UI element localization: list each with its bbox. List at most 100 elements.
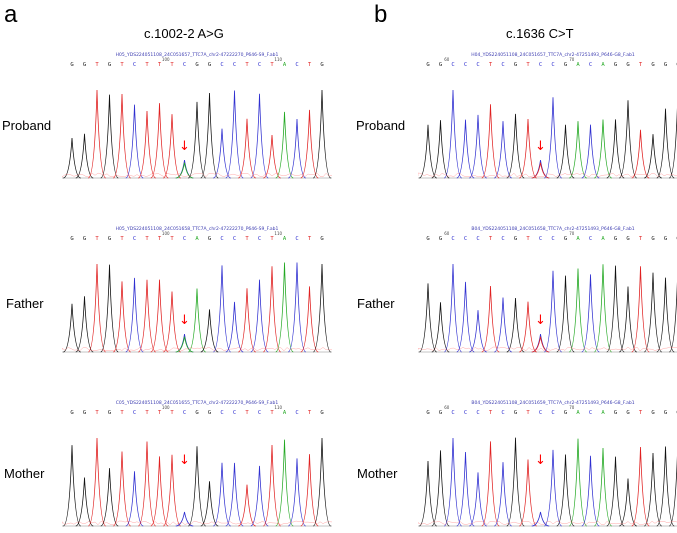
trace-file-name: B04_YDS224051108_24C051658_TTC7A_chr2-47… xyxy=(471,226,634,232)
base-call: G xyxy=(70,62,73,68)
base-call: T xyxy=(145,236,149,242)
base-call: G xyxy=(664,62,667,68)
chromatogram-peak xyxy=(88,89,106,179)
base-call: T xyxy=(308,410,312,416)
base-call: G xyxy=(614,236,617,242)
trace-file-name: H05_YDS224051108_24C051658_TTC7A_chr2-47… xyxy=(116,226,279,232)
base-call: G xyxy=(426,410,429,416)
base-call: C xyxy=(233,62,236,68)
chromatogram-peak xyxy=(188,288,206,353)
chromatogram-peak xyxy=(431,450,450,527)
chromatogram-peak xyxy=(138,279,156,353)
chromatogram-peak xyxy=(594,447,612,527)
base-call: C xyxy=(464,62,467,68)
chromatogram-peak xyxy=(125,277,144,353)
base-call: T xyxy=(158,236,162,242)
chromatogram-peak xyxy=(494,121,512,179)
base-call: C xyxy=(258,62,261,68)
chromatogram-peak xyxy=(431,302,450,353)
base-call: C xyxy=(133,410,136,416)
base-call: T xyxy=(526,410,530,416)
base-call: C xyxy=(589,410,592,416)
chromatogram-peak xyxy=(275,111,294,179)
base-call: T xyxy=(245,236,249,242)
chromatogram-peak xyxy=(263,134,281,179)
chromatogram-peak xyxy=(113,281,131,353)
chromatogram-peak xyxy=(250,93,269,179)
chromatogram-peak xyxy=(556,454,575,527)
chromatogram-peak xyxy=(469,114,487,179)
base-call: C xyxy=(295,62,298,68)
chromatogram-peak xyxy=(225,301,244,353)
base-call: C xyxy=(551,410,554,416)
base-call: C xyxy=(220,410,223,416)
base-call: G xyxy=(514,236,517,242)
base-call: G xyxy=(320,236,323,242)
chromatogram-peak xyxy=(569,438,587,527)
chromatogram-peak xyxy=(188,101,206,179)
base-call: C xyxy=(476,62,479,68)
chromatogram-peak xyxy=(481,441,500,527)
base-call: G xyxy=(195,62,198,68)
chromatogram-peak xyxy=(163,454,181,527)
base-call: T xyxy=(489,410,493,416)
chromatogram-peak xyxy=(213,128,231,179)
chromatogram-peak xyxy=(163,114,181,179)
base-position-number: 70 xyxy=(569,405,575,410)
chromatogram-peak xyxy=(419,461,437,527)
base-call: C xyxy=(233,236,236,242)
chromatogram-peak xyxy=(594,264,612,353)
base-position-number: 110 xyxy=(274,231,282,236)
base-call: T xyxy=(158,62,162,68)
chromatogram-peak xyxy=(569,121,587,179)
base-call: G xyxy=(564,410,567,416)
chromatogram-peak xyxy=(506,437,525,527)
base-call: T xyxy=(245,62,249,68)
base-call: A xyxy=(601,62,605,68)
chromatogram-peak xyxy=(656,277,675,353)
chromatogram-peak xyxy=(288,458,306,527)
base-call: G xyxy=(439,410,442,416)
chromatogram-peak xyxy=(150,456,169,527)
chromatogram-peak xyxy=(263,266,281,353)
base-call: G xyxy=(664,410,667,416)
base-call: C xyxy=(464,236,467,242)
base-call: C xyxy=(476,410,479,416)
base-call: G xyxy=(208,410,211,416)
base-call: C xyxy=(183,236,186,242)
base-call: C xyxy=(501,410,504,416)
chromatogram-peak xyxy=(631,266,650,353)
trace-file-name: B04_YDS224051108_24C051659_TTC7A_chr2-47… xyxy=(471,400,634,406)
base-position-number: 100 xyxy=(162,231,170,236)
base-call: G xyxy=(108,62,111,68)
chromatogram-peak xyxy=(100,468,119,527)
chromatogram-peak xyxy=(313,89,331,179)
base-call: C xyxy=(539,62,542,68)
chromatogram-peak xyxy=(581,274,600,353)
base-call: C xyxy=(501,236,504,242)
base-call: C xyxy=(220,236,223,242)
mutation-arrow-icon: ↓ xyxy=(535,313,546,328)
chromatogram-peak xyxy=(138,111,156,179)
chromatogram-peak xyxy=(275,439,294,527)
panel-b-letter: b xyxy=(374,1,388,28)
baseline-noise xyxy=(62,172,332,178)
chromatogram-peak xyxy=(125,104,144,179)
base-call: A xyxy=(601,410,605,416)
chromatogram-peak xyxy=(519,119,537,179)
base-call: C xyxy=(451,236,454,242)
base-call: A xyxy=(195,236,199,242)
base-call: T xyxy=(170,236,174,242)
chromatogram-peak xyxy=(669,455,677,527)
trace-file-name: C05_YDS224051108_24C051655_TTC7A_chr2-47… xyxy=(116,400,279,406)
baseline-noise xyxy=(418,520,677,526)
chromatogram-peak xyxy=(494,462,512,527)
base-call: G xyxy=(70,236,73,242)
chromatogram-peak xyxy=(150,103,169,179)
chromatogram-peak xyxy=(213,265,231,353)
base-call: G xyxy=(208,62,211,68)
chromatogram-peak xyxy=(544,97,562,179)
base-call: A xyxy=(601,236,605,242)
chromatogram-peak xyxy=(581,455,600,527)
